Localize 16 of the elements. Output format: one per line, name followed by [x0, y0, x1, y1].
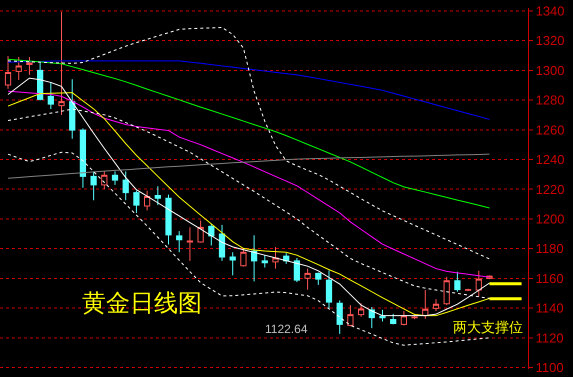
y-tick-label: 1180	[536, 241, 564, 256]
y-tick-label: 1220	[536, 182, 565, 197]
y-tick-label: 1280	[536, 92, 565, 108]
y-tick-label: 1240	[536, 152, 565, 168]
y-tick-label: 1300	[536, 62, 565, 78]
y-tick-label: 1160	[536, 270, 564, 286]
annotation: 两大支撑位	[453, 319, 523, 335]
y-tick-label: 1140	[536, 300, 564, 316]
annotation: 1122.64	[265, 322, 308, 336]
y-tick-label: 1100	[536, 360, 564, 376]
y-tick-label: 1260	[536, 122, 565, 138]
y-tick-label: 1120	[536, 330, 564, 346]
y-tick-label: 1200	[536, 212, 565, 226]
y-tick-label: 1340	[536, 4, 565, 19]
y-tick-label: 1320	[536, 33, 565, 48]
annotation: 黄金日线图	[82, 290, 202, 317]
